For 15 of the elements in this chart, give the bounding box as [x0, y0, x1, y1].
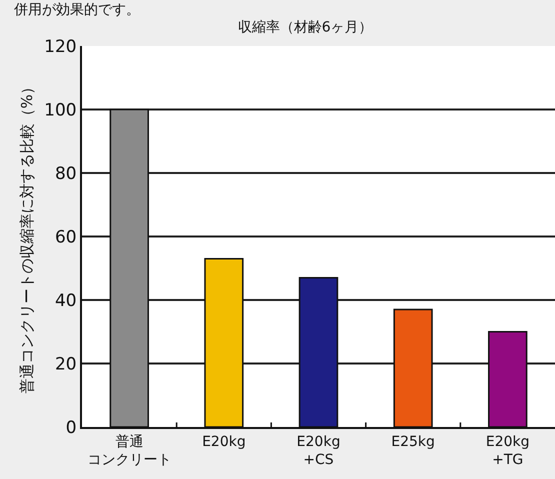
y-tick-label: 40 — [54, 290, 77, 311]
y-tick-label: 60 — [54, 227, 77, 248]
x-tick-label: E20kg — [202, 434, 246, 450]
chart-title: 収縮率（材齢6ヶ月） — [238, 19, 373, 36]
y-axis-title: 普通コンクリートの収縮率に対する比較（%） — [18, 79, 36, 394]
y-tick-label: 20 — [54, 354, 77, 374]
x-tick-label: E20kg +TG — [486, 434, 530, 468]
y-tick-label: 80 — [54, 164, 77, 184]
x-tick-label: 普通コンクリート — [87, 432, 172, 468]
y-tick-label: 100 — [44, 100, 77, 120]
y-tick-label: 0 — [66, 418, 77, 438]
y-tick-label: 120 — [44, 36, 77, 57]
x-tick-label: E25kg — [391, 434, 435, 450]
text: 併用が効果的です。 — [13, 2, 140, 18]
x-tick-label: E20kg +CS — [296, 434, 340, 468]
